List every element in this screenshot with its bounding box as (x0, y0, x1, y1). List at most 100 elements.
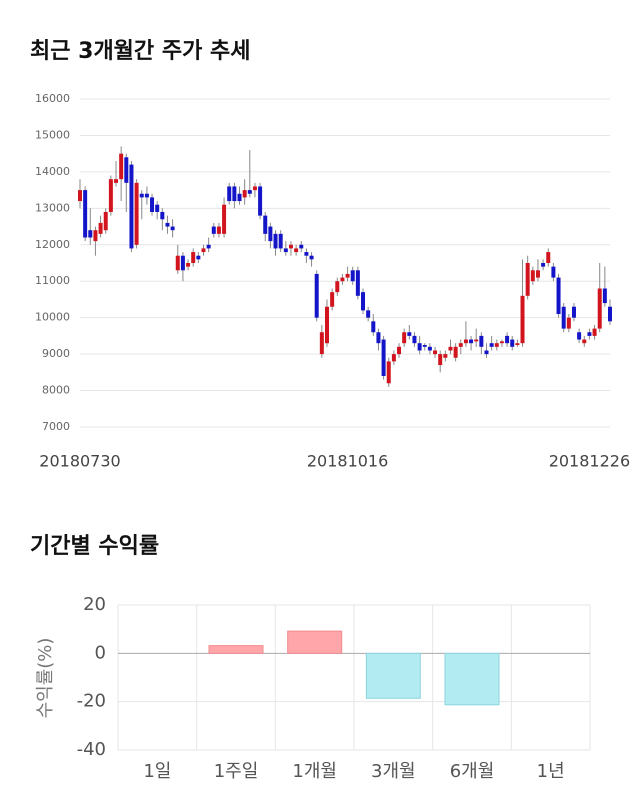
candle-body (252, 186, 257, 191)
candle-body (608, 306, 612, 322)
y-tick-label: -40 (77, 739, 106, 760)
candle-body (427, 346, 432, 351)
candle-body (288, 244, 293, 249)
candle-body (371, 321, 376, 333)
candle-body (597, 288, 602, 329)
candle-body (571, 306, 576, 318)
candle-body (139, 193, 144, 198)
candle-body (587, 332, 592, 336)
candle-body (402, 332, 407, 344)
x-tick-label: 6개월 (450, 761, 495, 782)
candle-body (391, 354, 396, 362)
candle-body (458, 343, 463, 347)
candle-body (474, 339, 479, 342)
candle-body (268, 226, 273, 242)
candle-body (510, 339, 515, 347)
y-tick-label: 8000 (42, 384, 70, 397)
candle-body (201, 248, 206, 253)
candle-body (314, 273, 319, 318)
y-tick-label: 15000 (35, 128, 70, 141)
candle-body (93, 230, 98, 242)
candle-body (278, 233, 283, 249)
chart-title: 최근 3개월간 주가 추세 (30, 39, 250, 64)
candle-body (134, 182, 139, 245)
candle-body (83, 190, 88, 238)
x-tick-label: 1개월 (292, 761, 337, 782)
x-tick-label: 20180730 (39, 452, 120, 471)
candle-body (160, 211, 165, 220)
candle-body (258, 186, 263, 216)
candle-body (144, 193, 149, 198)
candle-body (489, 343, 494, 347)
candle-body (551, 266, 556, 278)
candle-body (556, 277, 561, 315)
y-tick-label: 9000 (42, 347, 70, 360)
candle-body (520, 295, 525, 344)
candle-body (88, 230, 93, 238)
candle-body (345, 273, 350, 278)
candle-body (469, 339, 474, 344)
candle-body (484, 350, 489, 355)
candle-body (412, 335, 417, 344)
candle-body (602, 288, 607, 304)
candle-body (463, 339, 468, 344)
bar (365, 652, 421, 699)
candle-body (294, 248, 299, 253)
candle-body (299, 244, 304, 249)
candle-body (263, 215, 268, 234)
candle-body (577, 332, 582, 340)
bar (208, 645, 264, 654)
candle-body (417, 343, 422, 351)
candle-body (438, 354, 443, 366)
candle-body (237, 193, 242, 202)
candle-body (535, 270, 540, 278)
candle-body (319, 332, 324, 355)
chart-title: 기간별 수익률 (30, 534, 159, 559)
y-tick-label: 10000 (35, 311, 70, 324)
candle-body (114, 179, 119, 183)
candle-body (232, 186, 237, 202)
candle-body (340, 277, 345, 282)
candle-body (479, 335, 484, 347)
candle-body (180, 255, 185, 271)
candle-body (191, 252, 196, 263)
candle-body (335, 281, 340, 293)
candle-body (170, 226, 175, 231)
candle-body (350, 270, 355, 282)
candle-body (541, 263, 546, 267)
candle-body (499, 341, 504, 344)
candle-body (397, 346, 402, 355)
candle-body (530, 270, 535, 282)
candle-body (505, 335, 510, 344)
x-tick-label: 1주일 (214, 761, 259, 782)
x-tick-label: 20181016 (307, 452, 388, 471)
candle-body (386, 361, 391, 384)
candle-body (165, 222, 170, 227)
candle-body (155, 204, 160, 212)
candle-body (108, 179, 113, 212)
candle-body (247, 190, 252, 194)
candle-body (175, 255, 180, 271)
y-tick-label: 7000 (42, 420, 70, 433)
candle-body (330, 292, 335, 307)
candle-body (525, 263, 530, 296)
candle-body (366, 310, 371, 318)
x-tick-label: 20181226 (549, 452, 630, 471)
candle-body (103, 211, 108, 231)
candle-body (515, 343, 520, 345)
candle-body (150, 197, 155, 212)
candle-body (119, 153, 124, 180)
candle-body (309, 255, 314, 260)
candle-body (242, 190, 247, 198)
candle-body (222, 204, 227, 234)
candle-body (78, 190, 82, 202)
candle-body (494, 343, 499, 347)
candle-body (546, 252, 551, 263)
candle-body (355, 270, 360, 296)
candle-body (407, 332, 412, 336)
x-tick-label: 1일 (143, 761, 171, 782)
candle-body (124, 157, 129, 183)
candle-body (561, 306, 566, 329)
candle-body (592, 328, 597, 336)
